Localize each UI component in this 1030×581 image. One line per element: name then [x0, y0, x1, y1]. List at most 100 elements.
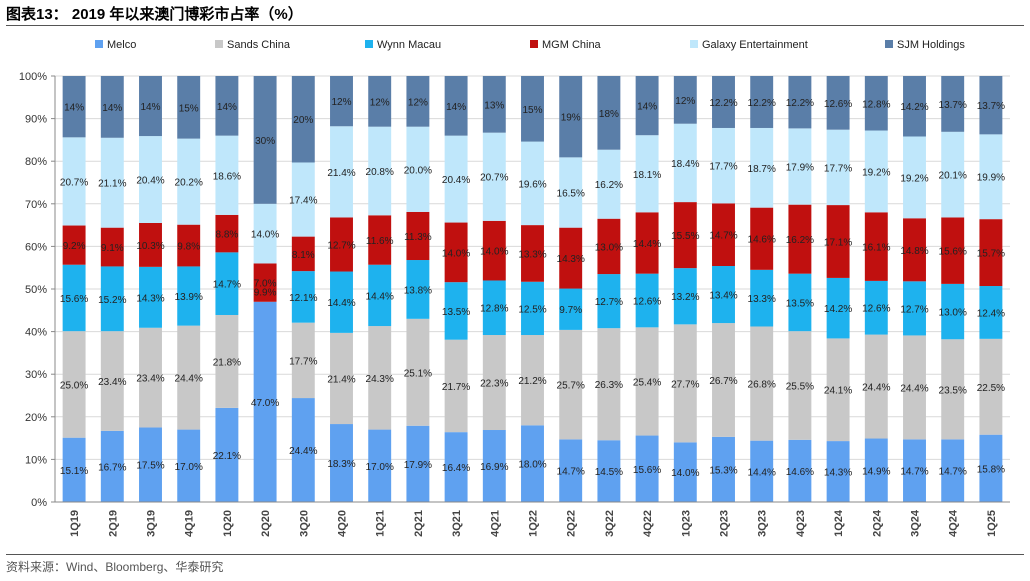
- data-label: 15.6%: [60, 294, 88, 305]
- data-label: 12.6%: [862, 304, 890, 315]
- data-label: 20.8%: [366, 167, 394, 178]
- data-label: 16.9%: [480, 462, 508, 473]
- bar-melco: [482, 430, 506, 502]
- data-label: 16.4%: [442, 463, 470, 474]
- x-tick-label: 2Q20: [260, 510, 272, 537]
- data-label: 18.3%: [327, 459, 355, 470]
- data-label: 24.4%: [175, 374, 203, 385]
- data-label: 15.3%: [709, 465, 737, 476]
- data-label: 21.2%: [518, 376, 546, 387]
- bar-galaxy-entertainment: [444, 135, 468, 223]
- x-tick-label: 1Q19: [69, 510, 81, 537]
- bar-sands-china: [215, 314, 239, 408]
- bar-wynn-macau: [406, 260, 430, 319]
- data-label: 18.4%: [671, 159, 699, 170]
- data-label: 14%: [140, 102, 160, 113]
- y-axis: 0% 10% 20% 30% 40% 50% 60% 70% 80% 90% 100%: [19, 71, 56, 509]
- data-label: 14.0%: [480, 247, 508, 258]
- data-label: 12.7%: [327, 240, 355, 251]
- bar-galaxy-entertainment: [215, 135, 239, 215]
- data-label: 12.6%: [824, 99, 852, 110]
- bar-mgm-china: [482, 220, 506, 281]
- data-label: 25.7%: [557, 381, 585, 392]
- data-label: 17.9%: [404, 460, 432, 471]
- data-label: 18.7%: [748, 164, 776, 175]
- bar-sjm-holdings: [253, 76, 277, 204]
- bar-mgm-china: [673, 202, 697, 269]
- data-label: 25.0%: [60, 380, 88, 391]
- title-rule: [6, 25, 1024, 26]
- x-tick-label: 4Q22: [642, 510, 654, 537]
- data-label: 15.5%: [671, 231, 699, 242]
- bar-mgm-china: [941, 217, 965, 284]
- bar-wynn-macau: [62, 264, 86, 332]
- data-label: 22.1%: [213, 451, 241, 462]
- bar-melco: [979, 434, 1003, 502]
- data-label: 12%: [408, 97, 428, 108]
- data-label: 16.7%: [98, 462, 126, 473]
- data-label: 14.7%: [557, 467, 585, 478]
- bar-sjm-holdings: [635, 76, 659, 136]
- bars: 15.1% 25.0% 15.6% 9.2% 20.7% 14% 16.7% 23.4% 15.…: [60, 76, 1005, 502]
- data-label: 17.7%: [709, 162, 737, 173]
- data-label: 12.2%: [786, 98, 814, 109]
- legend-label: Wynn Macau: [377, 39, 441, 51]
- bar-mgm-china: [788, 204, 812, 274]
- bar-sjm-holdings: [597, 76, 621, 150]
- data-label: 13.7%: [977, 101, 1005, 112]
- bar-sjm-holdings: [482, 76, 506, 133]
- data-label: 26.8%: [748, 380, 776, 391]
- y-tick-label: 30%: [25, 369, 47, 381]
- legend-label: SJM Holdings: [897, 39, 965, 51]
- bar-galaxy-entertainment: [100, 137, 124, 228]
- legend: Melco Sands China Wynn Macau MGM China Galax…: [95, 39, 965, 51]
- data-label: 14.7%: [213, 280, 241, 291]
- bar-wynn-macau: [864, 280, 888, 335]
- data-label: 12%: [675, 96, 695, 107]
- bar-galaxy-entertainment: [597, 149, 621, 219]
- data-label: 13%: [484, 100, 504, 111]
- y-tick-label: 80%: [25, 156, 47, 168]
- bar-sands-china: [62, 331, 86, 438]
- data-label: 26.7%: [709, 376, 737, 387]
- legend-swatch: [885, 40, 893, 48]
- bar-sands-china: [559, 329, 583, 440]
- data-label: 47.0%: [251, 398, 279, 409]
- data-label: 18%: [599, 109, 619, 120]
- data-label: 25.1%: [404, 368, 432, 379]
- data-label: 21.4%: [327, 374, 355, 385]
- bar-mgm-china: [521, 225, 544, 282]
- bar-sands-china: [750, 326, 774, 441]
- bar-sjm-holdings: [673, 76, 697, 124]
- data-label: 14%: [102, 103, 122, 114]
- data-label: 12.8%: [862, 99, 890, 110]
- data-label: 14.0%: [671, 468, 699, 479]
- data-label: 25.5%: [786, 381, 814, 392]
- data-label: 14.7%: [900, 467, 928, 478]
- data-label: 14.6%: [786, 467, 814, 478]
- bar-galaxy-entertainment: [635, 135, 659, 213]
- data-label: 20.7%: [480, 173, 508, 184]
- data-label: 15%: [522, 105, 542, 116]
- data-label: 26.3%: [595, 380, 623, 391]
- data-label: 12.7%: [900, 304, 928, 315]
- data-label: 13.0%: [939, 308, 967, 319]
- data-label: 21.4%: [327, 168, 355, 179]
- bar-sands-china: [864, 334, 888, 439]
- bar-galaxy-entertainment: [177, 138, 201, 225]
- bar-galaxy-entertainment: [750, 127, 774, 208]
- data-label: 20.2%: [175, 178, 203, 189]
- bar-sjm-holdings: [559, 76, 583, 158]
- bar-sjm-holdings: [941, 76, 965, 132]
- bar-sands-china: [444, 339, 468, 433]
- bar-galaxy-entertainment: [291, 162, 315, 237]
- bar-melco: [559, 439, 583, 502]
- data-label: 30%: [255, 136, 275, 147]
- bar-sjm-holdings: [826, 76, 850, 130]
- y-tick-label: 10%: [25, 454, 47, 466]
- bar-galaxy-entertainment: [521, 141, 544, 226]
- bar-galaxy-entertainment: [139, 136, 162, 223]
- data-label: 14.3%: [136, 293, 164, 304]
- data-label: 14.5%: [595, 467, 623, 478]
- bar-sands-china: [673, 324, 697, 443]
